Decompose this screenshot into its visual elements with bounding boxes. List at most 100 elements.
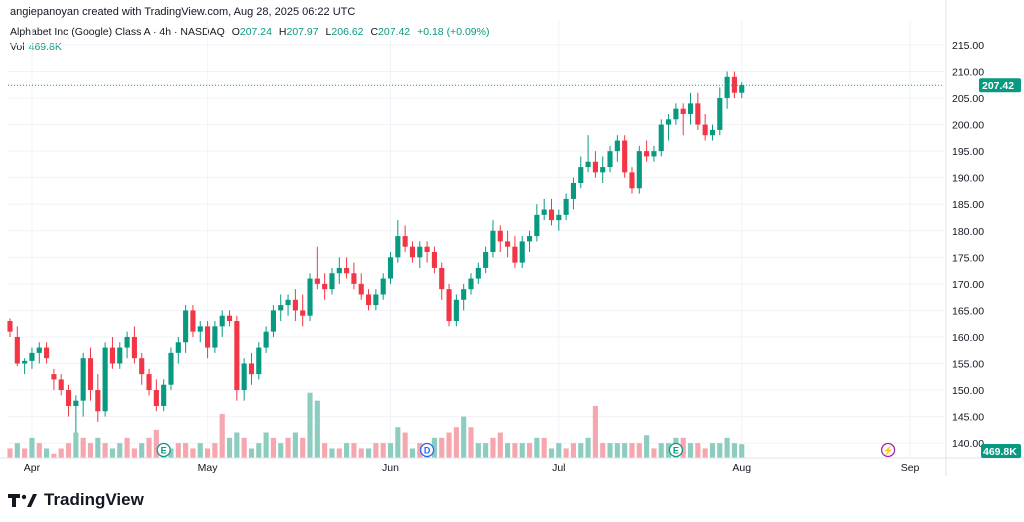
candle-body (614, 140, 620, 152)
candle-body (519, 241, 525, 263)
candle-body (739, 85, 745, 93)
candle-body (702, 124, 708, 136)
volume-bar (402, 432, 408, 458)
volume-bar (395, 427, 401, 458)
event-marker-circle (880, 442, 896, 458)
candle-body (468, 278, 474, 290)
candle-body (278, 305, 284, 311)
volume-bar (36, 443, 42, 458)
volume-bar (373, 443, 379, 458)
y-tick-label: 155.00 (952, 358, 984, 370)
volume-bar (519, 443, 525, 458)
volume-bar (263, 432, 269, 458)
candle-body (387, 257, 394, 279)
volume-bar (102, 443, 108, 458)
candle-body (365, 294, 372, 306)
candle-body (651, 151, 657, 157)
volume-bar (307, 392, 313, 458)
volume-bar (409, 448, 416, 458)
volume-bar (44, 448, 50, 458)
candle-body (417, 246, 423, 258)
candle-body (673, 108, 679, 120)
volume-bar (380, 443, 386, 458)
candle-body (563, 198, 569, 215)
volume-bar (241, 437, 247, 458)
open-label: O (231, 26, 240, 38)
volume-bar (541, 437, 547, 458)
volume-bar (314, 400, 320, 458)
price-axis: 215.00 210.00 205.00 200.00 195.00 190.00 185.… (952, 40, 984, 450)
volume-bar (175, 443, 181, 458)
tradingview-icon (8, 494, 37, 507)
volume-legend: Vol 469.8K (10, 41, 62, 53)
candle-body (87, 358, 94, 391)
y-tick-label: 205.00 (952, 93, 984, 105)
candle-body (190, 310, 196, 332)
candle-body (490, 230, 496, 253)
volume-bar (512, 443, 518, 458)
open-value: 207.24 (239, 26, 272, 38)
volume-bar (131, 448, 137, 458)
volume-bar (607, 443, 613, 458)
event-marker-circle (668, 442, 684, 458)
volume-bar (146, 437, 152, 458)
candle-body (117, 347, 123, 364)
volume-bar (658, 443, 664, 458)
candle-body (139, 358, 145, 375)
volume-bar (717, 443, 723, 458)
candle-body (636, 151, 642, 189)
candle-body (270, 310, 276, 332)
candle-body (695, 103, 701, 125)
x-tick-label: Jun (382, 462, 399, 474)
candle-body (453, 299, 459, 322)
volume-bar (153, 429, 159, 458)
candle-body (505, 241, 511, 247)
event-marker-label: ⚡ (882, 445, 893, 457)
high-label: H (278, 26, 287, 38)
event-marker-circle (156, 442, 171, 458)
volume-bar (58, 448, 64, 458)
volume-bar (600, 443, 606, 458)
candle-body (263, 331, 269, 348)
candle-body (124, 336, 130, 348)
volume-bar (439, 437, 445, 458)
last-price-tag: 207.42 (982, 80, 1014, 92)
y-tick-label: 195.00 (952, 146, 984, 158)
volume-bar (256, 443, 262, 458)
volume-bar (497, 432, 503, 458)
candle-body (658, 124, 664, 152)
y-tick-label: 190.00 (952, 173, 984, 185)
volume-bar (365, 448, 372, 458)
candle-body (29, 352, 35, 361)
x-tick-label: Jul (552, 462, 565, 474)
candle-body (351, 273, 357, 284)
volume-bar (351, 443, 357, 458)
volume-bar (190, 448, 196, 458)
candle-body (80, 358, 86, 401)
y-tick-label: 145.00 (952, 412, 984, 424)
volume-bar (285, 437, 291, 458)
candle-body (183, 310, 189, 343)
x-tick-label: Apr (24, 462, 41, 474)
volume-value: 469.8K (28, 41, 62, 53)
volume-bar (14, 443, 20, 458)
candle-body (380, 278, 386, 295)
volume-bar (336, 448, 342, 458)
candle-body (212, 326, 218, 348)
candle-body (578, 167, 584, 183)
volume-bar (709, 443, 716, 458)
candle-body (644, 151, 650, 157)
y-tick-label: 185.00 (952, 199, 984, 211)
candle-body (256, 347, 262, 375)
y-tick-label: 200.00 (952, 120, 984, 132)
volume-bar (505, 443, 511, 458)
candle-body (600, 167, 606, 173)
candle-body (44, 347, 50, 359)
candle-body (629, 172, 635, 189)
volume-bar (344, 443, 350, 458)
candle-body (175, 342, 181, 353)
high-value: 207.97 (286, 26, 319, 38)
candle-body (95, 390, 101, 412)
volume-bar (622, 443, 628, 458)
